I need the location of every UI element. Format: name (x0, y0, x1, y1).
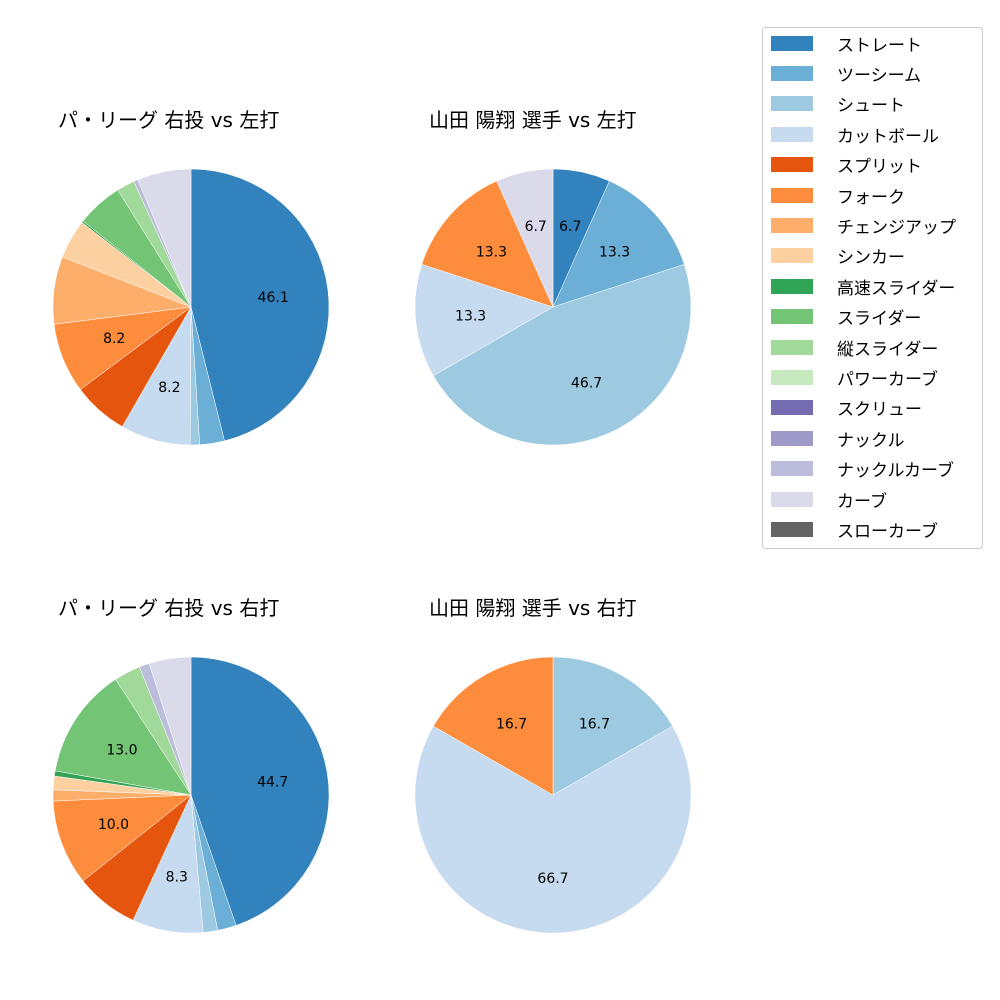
pie-slice (552, 180, 685, 308)
legend-swatch (771, 187, 813, 203)
legend-label: ナックルカーブ (837, 461, 954, 482)
legend-label: ストレート (837, 35, 922, 56)
legend-item: ナックルカーブ (771, 459, 954, 482)
legend-label: ツーシーム (837, 65, 922, 86)
pie-slice (414, 725, 692, 934)
legend-swatch (771, 157, 813, 173)
legend-label: シュート (837, 96, 905, 117)
slice-label: 44.7 (257, 774, 288, 790)
legend-swatch (771, 217, 813, 233)
pie-slice (148, 656, 192, 796)
legend-label: チェンジアップ (837, 217, 956, 238)
slice-label: 46.7 (571, 376, 602, 392)
legend-label: 縦スライダー (837, 339, 939, 360)
slice-label: 6.7 (525, 219, 547, 235)
legend-label: スライダー (837, 309, 922, 330)
chart-title-bottom-right: 山田 陽翔 選手 vs 右打 (429, 596, 637, 620)
pie-slice (137, 168, 192, 308)
legend-item: スライダー (771, 307, 922, 330)
legend-swatch (771, 65, 813, 81)
legend-item: ナックル (771, 428, 905, 451)
legend-label: 高速スライダー (837, 278, 956, 299)
legend-item: カットボール (771, 124, 939, 147)
legend-label: シンカー (837, 248, 905, 269)
legend-swatch (771, 369, 813, 385)
slice-label: 13.0 (106, 742, 137, 758)
legend-item: ツーシーム (771, 63, 922, 86)
legend-label: フォーク (837, 187, 905, 208)
legend-swatch (771, 461, 813, 477)
pie-slice (496, 168, 554, 308)
slice-label: 46.1 (258, 290, 289, 306)
slice-label: 8.2 (158, 380, 180, 396)
legend-swatch (771, 35, 813, 51)
legend-item: 高速スライダー (771, 276, 956, 299)
legend-item: スローカーブ (771, 519, 938, 542)
legend-label: カットボール (837, 126, 939, 147)
pie-slice (552, 656, 673, 796)
legend-swatch (771, 400, 813, 416)
slice-label: 16.7 (579, 716, 610, 732)
legend-label: パワーカーブ (837, 369, 938, 390)
pie-slice (421, 180, 554, 308)
legend-swatch (771, 521, 813, 537)
pie-slice (414, 264, 554, 377)
legend-item: スクリュー (771, 398, 922, 421)
legend-swatch (771, 430, 813, 446)
slice-label: 13.3 (455, 309, 486, 325)
legend-item: カーブ (771, 489, 887, 512)
legend-item: パワーカーブ (771, 367, 938, 390)
slice-label: 66.7 (537, 871, 568, 887)
slice-label: 6.7 (559, 219, 581, 235)
legend-item: スプリット (771, 155, 922, 178)
legend-swatch (771, 248, 813, 264)
legend-swatch (771, 491, 813, 507)
legend-item: シュート (771, 94, 905, 117)
slice-label: 13.3 (599, 245, 630, 261)
legend-label: スローカーブ (837, 521, 938, 542)
slice-label: 10.0 (98, 817, 129, 833)
pie-slice (433, 656, 554, 796)
chart-title-bottom-left: パ・リーグ 右投 vs 右打 (58, 596, 280, 620)
legend-item: フォーク (771, 185, 905, 208)
legend-item: 縦スライダー (771, 337, 939, 360)
slice-label: 8.2 (103, 331, 125, 347)
legend-swatch (771, 278, 813, 294)
legend-swatch (771, 339, 813, 355)
legend-item: シンカー (771, 246, 905, 269)
legend-item: チェンジアップ (771, 215, 956, 238)
legend-label: ナックル (837, 430, 905, 451)
pie-slice (54, 679, 192, 796)
slice-label: 13.3 (476, 245, 507, 261)
pie-slice (433, 264, 692, 446)
pie-slice (52, 794, 192, 882)
slice-label: 16.7 (496, 716, 527, 732)
legend-label: スプリット (837, 157, 922, 178)
slice-label: 8.3 (166, 870, 188, 886)
chart-title-top-right: 山田 陽翔 選手 vs 左打 (429, 108, 637, 132)
pie-slice (190, 656, 330, 926)
legend: ストレートツーシームシュートカットボール スプリットフォークチェンジアップ シンカー… (762, 27, 983, 549)
legend-swatch (771, 309, 813, 325)
chart-title-top-left: パ・リーグ 右投 vs 左打 (58, 108, 280, 132)
pie-slice (190, 168, 330, 442)
legend-swatch (771, 96, 813, 112)
legend-swatch (771, 126, 813, 142)
legend-label: カーブ (837, 491, 887, 512)
legend-item: ストレート (771, 33, 922, 56)
legend-label: スクリュー (837, 400, 922, 421)
